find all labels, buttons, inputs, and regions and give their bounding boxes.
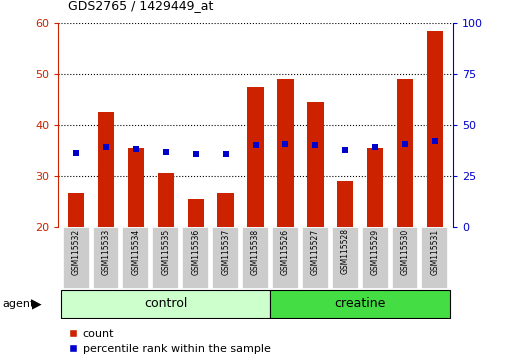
- Text: GSM115537: GSM115537: [221, 228, 230, 275]
- Text: GSM115538: GSM115538: [250, 228, 260, 275]
- Bar: [272, 227, 298, 289]
- Text: GSM115529: GSM115529: [370, 228, 379, 275]
- Bar: [391, 227, 418, 289]
- Bar: [217, 194, 233, 227]
- Bar: [301, 227, 328, 289]
- Text: GSM115532: GSM115532: [72, 228, 80, 275]
- Bar: [152, 227, 179, 289]
- Text: creatine: creatine: [334, 297, 385, 310]
- Text: GSM115527: GSM115527: [310, 228, 319, 275]
- Text: GSM115536: GSM115536: [191, 228, 200, 275]
- FancyBboxPatch shape: [270, 290, 449, 318]
- Text: GSM115535: GSM115535: [161, 228, 170, 275]
- Bar: [361, 227, 388, 289]
- Text: ▶: ▶: [31, 297, 41, 310]
- Bar: [187, 199, 204, 227]
- Bar: [336, 181, 353, 227]
- Bar: [127, 148, 144, 227]
- Bar: [426, 31, 442, 227]
- Bar: [182, 227, 209, 289]
- Bar: [421, 227, 447, 289]
- Bar: [122, 227, 149, 289]
- Text: GSM115526: GSM115526: [280, 228, 289, 275]
- Legend: count, percentile rank within the sample: count, percentile rank within the sample: [64, 324, 274, 354]
- Bar: [331, 227, 358, 289]
- Text: GSM115534: GSM115534: [131, 228, 140, 275]
- Bar: [241, 227, 269, 289]
- Text: agent: agent: [3, 298, 35, 309]
- Bar: [307, 102, 323, 227]
- Text: GSM115531: GSM115531: [430, 228, 438, 275]
- Bar: [212, 227, 239, 289]
- Text: control: control: [144, 297, 187, 310]
- Bar: [97, 112, 114, 227]
- Text: GSM115528: GSM115528: [340, 228, 349, 274]
- Bar: [92, 227, 119, 289]
- Bar: [396, 79, 413, 227]
- Text: GSM115530: GSM115530: [400, 228, 409, 275]
- Bar: [277, 79, 293, 227]
- Bar: [63, 227, 89, 289]
- Text: GSM115533: GSM115533: [102, 228, 110, 275]
- Bar: [366, 148, 383, 227]
- Bar: [247, 87, 263, 227]
- Bar: [68, 194, 84, 227]
- FancyBboxPatch shape: [61, 290, 270, 318]
- Bar: [157, 173, 174, 227]
- Text: GDS2765 / 1429449_at: GDS2765 / 1429449_at: [68, 0, 213, 12]
